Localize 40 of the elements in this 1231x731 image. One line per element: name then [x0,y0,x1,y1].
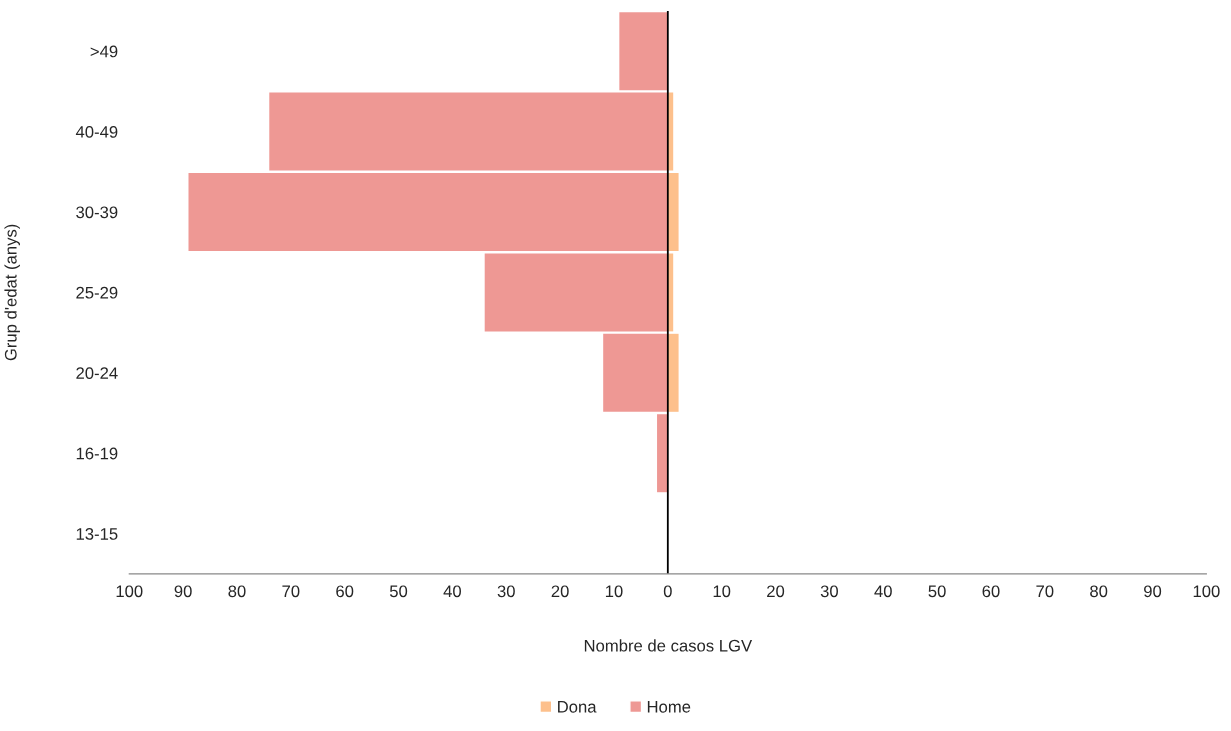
x-tick-label: 50 [389,585,408,598]
x-tick-label: 50 [928,585,946,598]
x-tick-label: 80 [1090,585,1108,598]
bar [667,333,679,412]
bar [667,172,679,251]
bar [484,253,668,332]
y-tick-label: 20-24 [76,367,118,380]
y-tick-label: >49 [90,45,118,58]
x-tick-label: 60 [336,585,354,598]
y-tick-label: 13-15 [76,528,118,540]
y-tick-label: 16-19 [76,447,118,460]
legend-label: Home [647,701,691,713]
y-tick-label: 40-49 [75,125,118,138]
bar [269,92,668,171]
x-axis-title: Nombre de casos LGV [584,639,753,652]
y-axis-title: Grup d'edat (anys) [4,224,20,361]
x-tick-label: 40 [874,585,892,598]
x-tick-label: 30 [820,585,838,598]
x-tick-label: 90 [174,585,192,598]
x-tick-label: 0 [663,585,672,598]
x-tick-label: 80 [228,585,246,598]
x-tick-label: 90 [1144,585,1162,598]
x-tick-label: 10 [605,585,623,598]
y-tick-label: 30-39 [76,206,118,219]
x-tick-label: 100 [1193,585,1220,598]
y-tick-label: 25-29 [76,286,118,299]
x-tick-label: 100 [116,585,143,598]
x-tick-label: 70 [1036,585,1054,598]
x-tick-label: 10 [713,585,731,598]
bar [619,12,668,91]
x-tick-label: 70 [282,585,300,598]
x-tick-label: 30 [497,585,515,598]
legend-label: Dona [558,701,597,713]
x-tick-label: 20 [767,585,785,598]
bar [603,333,668,412]
x-tick-label: 60 [982,585,1000,598]
x-tick-label: 40 [443,585,462,598]
bar [657,414,668,493]
x-tick-label: 20 [551,585,569,598]
bar [188,172,668,251]
